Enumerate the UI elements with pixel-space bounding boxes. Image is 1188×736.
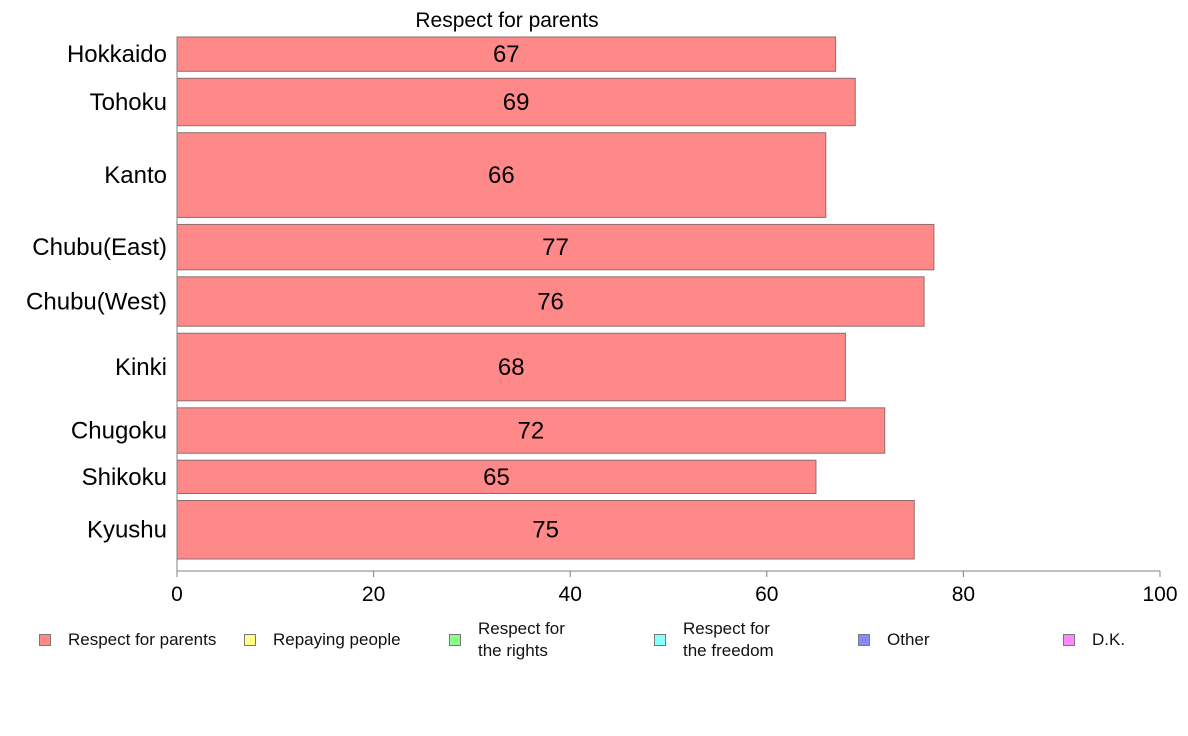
bar-tohoku (176, 77, 856, 127)
legend-item: Other (858, 629, 930, 651)
legend-item: Respect for the rights (449, 618, 565, 662)
bar-value-label: 68 (498, 354, 525, 381)
legend-swatch (858, 634, 870, 646)
legend-label: D.K. (1092, 630, 1126, 649)
bar-kanto (176, 132, 827, 218)
legend: Respect for parents Repaying people Respec… (0, 618, 1188, 668)
bar-chart: Respect for parents 67 Hokkaido 69 Tohoku 66… (26, 9, 1178, 606)
legend-swatch (244, 634, 256, 646)
category-label-chugoku: Chugoku (71, 418, 167, 445)
category-label-chubu-east: Chubu(East) (32, 234, 167, 261)
category-label-tohoku: Tohoku (90, 89, 167, 116)
x-tick-label: 100 (1142, 583, 1177, 606)
legend-swatch (449, 634, 461, 646)
bars-layer: 67 Hokkaido 69 Tohoku 66 Kanto 77 Chubu(East) 76… (26, 36, 935, 560)
x-tick-label: 40 (559, 583, 582, 606)
x-tick-label: 80 (952, 583, 975, 606)
category-label-chubu-west: Chubu(West) (26, 289, 167, 316)
category-label-hokkaido: Hokkaido (67, 41, 167, 68)
bar-chubu-east (176, 223, 935, 271)
legend-label: Respect for parents (68, 630, 217, 649)
category-label-kinki: Kinki (115, 354, 167, 381)
bar-value-label: 66 (488, 162, 515, 189)
bar-value-label: 76 (537, 289, 564, 316)
x-tick-label: 20 (362, 583, 385, 606)
legend-label: Repaying people (273, 630, 401, 649)
bar-value-label: 65 (483, 464, 510, 491)
legend-item: Respect for the freedom (654, 618, 774, 662)
legend-swatch (1063, 634, 1075, 646)
x-tick-label: 0 (171, 583, 183, 606)
x-tick-label: 60 (755, 583, 778, 606)
bar-chugoku (176, 407, 886, 454)
legend-item: D.K. (1063, 629, 1125, 651)
bar-hokkaido (176, 36, 837, 72)
bar-value-label: 72 (518, 418, 545, 445)
category-label-kanto: Kanto (104, 162, 167, 189)
legend-label: Respect for the rights (478, 619, 565, 660)
category-label-kyushu: Kyushu (87, 517, 167, 544)
legend-swatch (654, 634, 666, 646)
bar-value-label: 67 (493, 41, 520, 68)
bar-value-label: 75 (532, 517, 559, 544)
legend-swatch (39, 634, 51, 646)
category-label-shikoku: Shikoku (82, 464, 167, 491)
bar-kinki (176, 332, 846, 402)
legend-item: Respect for parents (39, 629, 216, 651)
legend-label: Respect for the freedom (683, 619, 774, 660)
chart-title: Respect for parents (415, 9, 598, 32)
bar-chubu-west (176, 276, 925, 327)
legend-label: Other (887, 630, 930, 649)
x-axis: 0 20 40 60 80 100 (171, 37, 1178, 606)
bar-value-label: 77 (542, 234, 569, 261)
legend-item: Repaying people (244, 629, 401, 651)
bar-value-label: 69 (503, 89, 530, 116)
